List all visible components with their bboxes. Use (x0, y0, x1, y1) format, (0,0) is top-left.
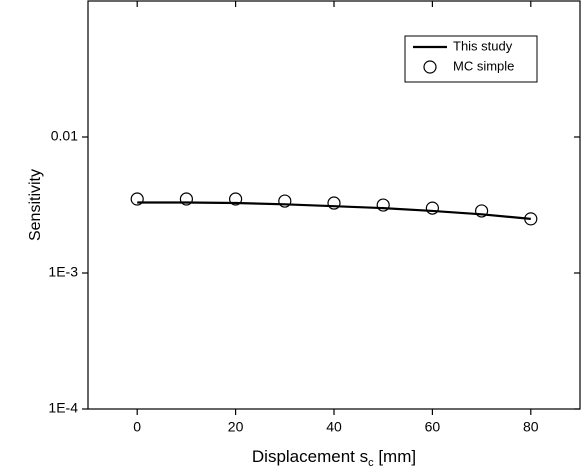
x-tick-label: 40 (326, 419, 342, 435)
y-tick-label: 1E-4 (48, 400, 78, 416)
marker (524, 212, 538, 226)
y-axis-label: Sensitivity (27, 169, 44, 241)
legend-box (404, 35, 538, 83)
series-group (130, 192, 538, 226)
x-tick-label: 0 (133, 419, 141, 435)
x-tick-label: 80 (523, 419, 539, 435)
marker (179, 192, 193, 206)
x-tick-label: 60 (425, 419, 441, 435)
y-tick-label: 0.01 (51, 128, 78, 144)
marker (327, 196, 341, 210)
legend-label: MC simple (453, 58, 514, 73)
x-tick-label: 20 (228, 419, 244, 435)
marker (130, 192, 144, 206)
marker (229, 192, 243, 206)
marker (278, 194, 292, 208)
y-tick-label: 1E-3 (48, 264, 78, 280)
x-axis-label-main: Displacement s (252, 447, 368, 466)
line-series (137, 201, 531, 220)
legend-label: This study (453, 38, 513, 53)
marker (376, 198, 390, 212)
x-axis-label: Displacement sc [mm] (252, 447, 416, 468)
x-axis-label-suffix: [mm] (374, 447, 417, 466)
marker (475, 204, 489, 218)
legend-marker (423, 60, 437, 74)
marker (425, 201, 439, 215)
x-axis-label-subscript: c (368, 457, 374, 469)
